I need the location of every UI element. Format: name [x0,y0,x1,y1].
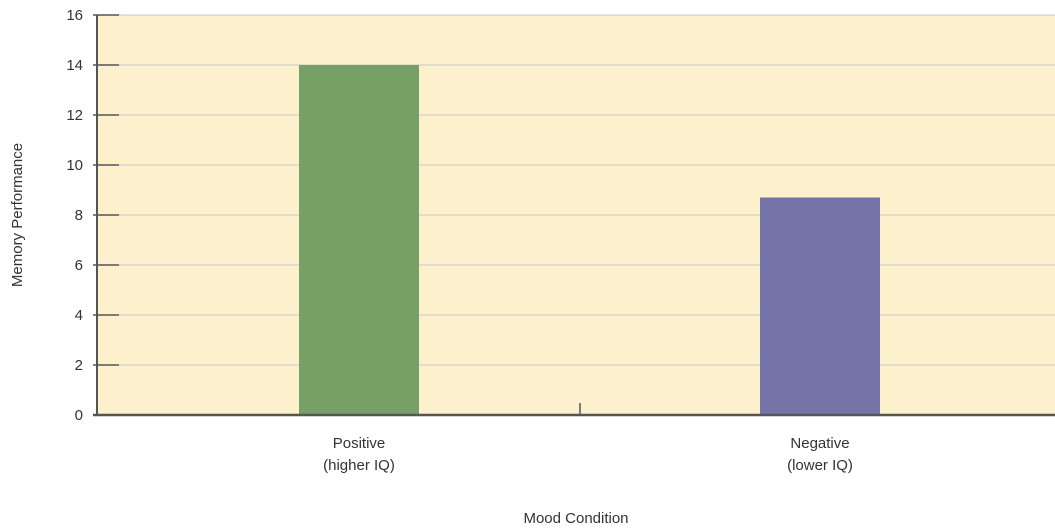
axes [93,14,1055,417]
x-category-label-1-line-0: Negative [790,435,849,452]
x-category-label-0-line-0: Positive [333,435,386,452]
y-tick-label-12: 12 [66,107,83,124]
x-category-label-1-line-1: (lower IQ) [787,457,853,474]
grid-lines [97,14,1055,366]
y-tick-labels: 0 2 4 6 8 10 12 14 16 [66,7,83,424]
y-tick-label-2: 2 [75,357,83,374]
y-tick-label-4: 4 [75,307,83,324]
x-category-labels: Positive (higher IQ) Negative (lower IQ) [323,435,853,474]
y-tick-label-8: 8 [75,207,83,224]
bars [299,65,880,415]
x-category-label-0-line-1: (higher IQ) [323,457,395,474]
y-tick-label-16: 16 [66,7,83,24]
y-axis-title: Memory Performance [9,143,26,287]
y-tick-label-10: 10 [66,157,83,174]
y-tick-label-14: 14 [66,57,83,74]
x-axis-title: Mood Condition [523,510,628,527]
bar-1 [760,197,880,415]
y-tick-label-6: 6 [75,257,83,274]
bar-0 [299,65,419,415]
y-tick-label-0: 0 [75,407,83,424]
